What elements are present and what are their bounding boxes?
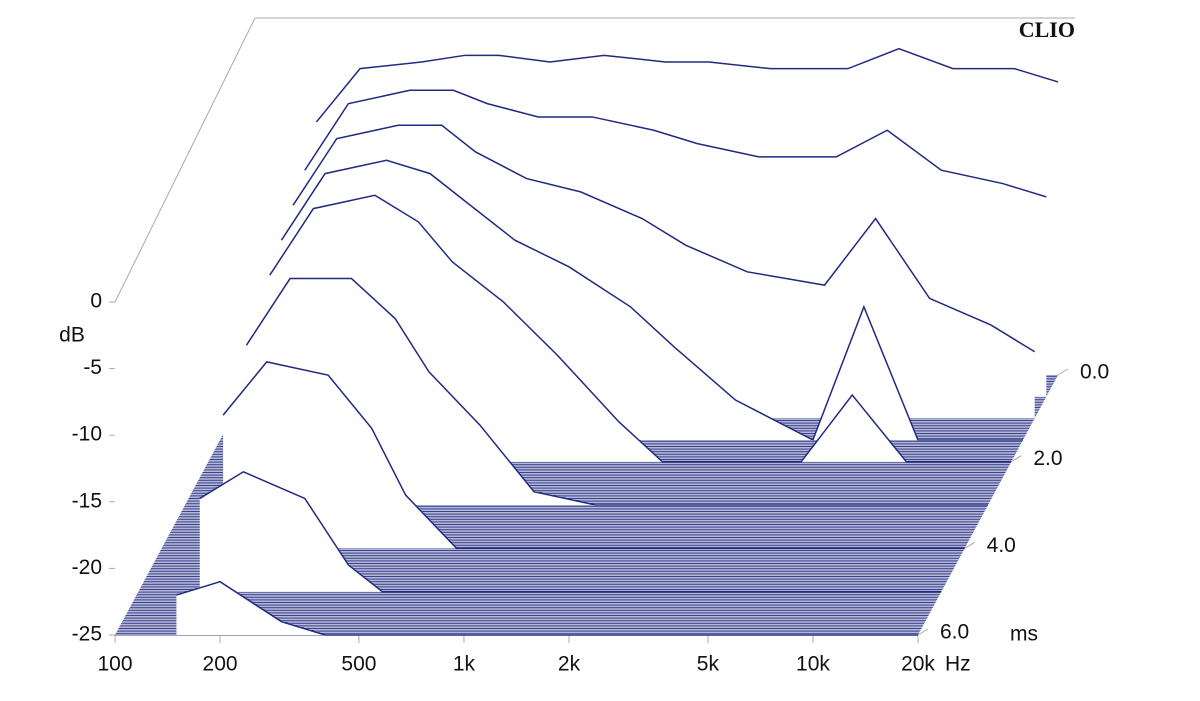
z-tick [917,628,929,636]
x-unit: Hz [945,653,971,676]
slice-line [269,194,1012,463]
y-tick-label: -20 [72,556,102,579]
y-tick-label: -5 [83,356,102,379]
x-tick-label: 500 [341,653,376,676]
slice-line [222,361,965,550]
slice-line [292,124,1036,353]
z-tick [1057,368,1069,376]
slice-line [304,89,1047,198]
frame-edge [114,17,256,303]
z-tick [1011,455,1022,463]
slice-line [245,277,988,506]
y-tick-label: -15 [72,489,102,512]
slice-line [199,470,942,593]
z-unit: ms [1010,623,1038,646]
y-tick-label: 0 [90,290,102,313]
slice-fill [223,361,965,549]
slice-fill [246,278,988,505]
slice-fill [176,581,918,635]
x-tick-label: 2k [558,653,581,676]
x-tick-label: 1k [453,653,476,676]
watermark: CLIO [1019,17,1075,42]
z-tick-label: 6.0 [940,621,969,644]
y-tick-label: -25 [72,623,102,646]
slice-line [280,159,1023,442]
x-tick-label: 200 [203,653,238,676]
slice-line [176,580,918,636]
x-tick-label: 10k [796,653,830,676]
x-tick-label: 100 [97,653,132,676]
x-tick-label: 20k [901,653,935,676]
z-tick [964,541,975,549]
z-tick-label: 0.0 [1080,361,1109,384]
y-unit: dB [59,324,85,347]
y-tick-label: -10 [72,423,102,446]
z-tick-label: 2.0 [1033,447,1062,470]
z-tick-label: 4.0 [987,534,1016,557]
slice-fill [269,195,1012,462]
slice-line [315,47,1059,123]
x-tick-label: 5k [697,653,720,676]
slice-fill [199,471,942,592]
